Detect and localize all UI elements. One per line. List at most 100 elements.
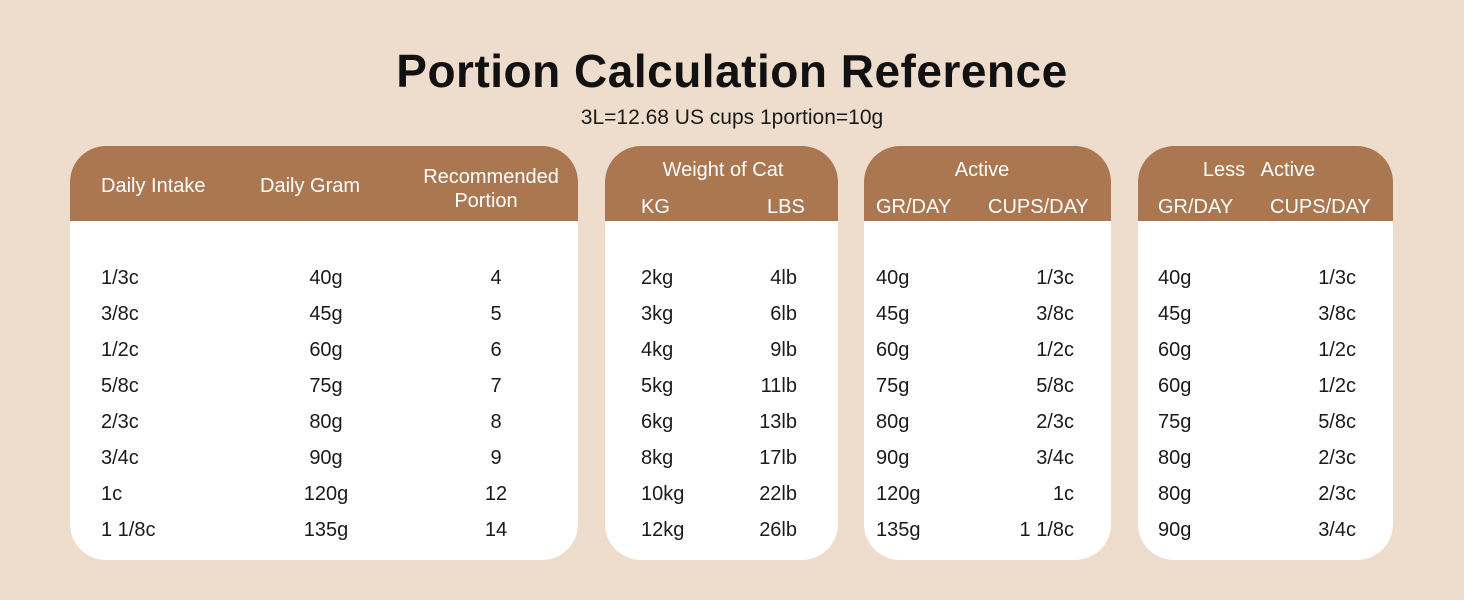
table-row: 1/2c 60g 6 xyxy=(70,332,578,368)
table-cell: 8kg xyxy=(641,447,674,469)
table-cell: 75g xyxy=(876,375,910,397)
table-cell: 5/8c xyxy=(101,375,139,397)
table-row: 135g 1 1/8c xyxy=(864,512,1111,548)
col-header-gr-day: GR/DAY xyxy=(1158,196,1234,218)
table-cell: 60g xyxy=(309,339,343,361)
table-cell: 26lb xyxy=(759,519,797,541)
table-cell: 3kg xyxy=(641,303,674,325)
table-row: 4kg 9lb xyxy=(605,332,838,368)
table-cell: 90g xyxy=(309,447,343,469)
daily-intake-table-header: Daily Intake Daily Gram Recommended Port… xyxy=(70,146,578,221)
col-header-lbs: LBS xyxy=(767,196,805,218)
table-row: 45g 3/8c xyxy=(1138,296,1393,332)
table-cell: 5/8c xyxy=(1036,375,1074,397)
table-cell: 1c xyxy=(101,483,123,505)
table-row: 75g 5/8c xyxy=(1138,404,1393,440)
table-cell: 10kg xyxy=(641,483,685,505)
table-cell: 1/2c xyxy=(1036,339,1074,361)
table-cell: 90g xyxy=(1158,519,1192,541)
col-header-portion: Portion xyxy=(454,190,518,212)
col-header-recommended: Recommended xyxy=(423,166,559,188)
table-cell: 1 1/8c xyxy=(1019,519,1074,541)
table-row: 90g 3/4c xyxy=(1138,512,1393,548)
table-row: 3kg 6lb xyxy=(605,296,838,332)
table-row: 5kg 11lb xyxy=(605,368,838,404)
table-cell: 12kg xyxy=(641,519,685,541)
table-cell: 1/3c xyxy=(1036,267,1074,289)
table-cell: 2/3c xyxy=(1036,411,1074,433)
table-row: 12kg 26lb xyxy=(605,512,838,548)
table-cell: 12 xyxy=(484,483,508,505)
table-cell: 2/3c xyxy=(101,411,139,433)
table-cell: 17lb xyxy=(759,447,797,469)
table-row: 1 1/8c 135g 14 xyxy=(70,512,578,548)
col-header-daily-intake: Daily Intake xyxy=(101,175,206,197)
table-cell: 1/2c xyxy=(1318,375,1356,397)
daily-intake-table: Daily Intake Daily Gram Recommended Port… xyxy=(70,146,578,560)
table-cell: 6 xyxy=(490,339,502,361)
table-row: 8kg 17lb xyxy=(605,440,838,476)
table-row: 1/3c 40g 4 xyxy=(70,260,578,296)
table-cell: 6kg xyxy=(641,411,674,433)
table-cell: 1 1/8c xyxy=(101,519,156,541)
cat-weight-table: Weight of Cat KG LBS 2kg 4lb 3kg 6lb 4kg 9lb 5… xyxy=(605,146,838,560)
table-row: 40g 1/3c xyxy=(864,260,1111,296)
table-row: 3/4c 90g 9 xyxy=(70,440,578,476)
col-header-gr-day: GR/DAY xyxy=(876,196,952,218)
table-row: 3/8c 45g 5 xyxy=(70,296,578,332)
page-subtitle: 3L=12.68 US cups 1portion=10g xyxy=(580,106,884,129)
table-cell: 80g xyxy=(1158,447,1192,469)
table-row: 2/3c 80g 8 xyxy=(70,404,578,440)
active-table: Active GR/DAY CUPS/DAY 40g 1/3c 45g 3/8c 60g… xyxy=(864,146,1111,560)
table-cell: 1/3c xyxy=(1318,267,1356,289)
table-cell: 40g xyxy=(309,267,343,289)
table-cell: 80g xyxy=(876,411,910,433)
table-row: 80g 2/3c xyxy=(1138,476,1393,512)
table-row: 120g 1c xyxy=(864,476,1111,512)
table-cell: 75g xyxy=(1158,411,1192,433)
table-cell: 5kg xyxy=(641,375,674,397)
table-cell: 1/2c xyxy=(101,339,139,361)
table-cell: 7 xyxy=(490,375,502,397)
table-cell: 14 xyxy=(484,519,508,541)
table-row: 5/8c 75g 7 xyxy=(70,368,578,404)
table-cell: 2/3c xyxy=(1318,483,1356,505)
col-header-daily-gram: Daily Gram xyxy=(260,175,361,197)
table-cell: 9lb xyxy=(770,339,797,361)
table-cell: 45g xyxy=(309,303,343,325)
table-cell: 8 xyxy=(490,411,502,433)
table-row: 40g 1/3c xyxy=(1138,260,1393,296)
table-cell: 40g xyxy=(876,267,910,289)
page-title: Portion Calculation Reference xyxy=(396,45,1068,97)
table-cell: 13lb xyxy=(759,411,797,433)
table-cell: 45g xyxy=(1158,303,1192,325)
table-cell: 6lb xyxy=(770,303,797,325)
table-cell: 3/8c xyxy=(1318,303,1356,325)
table-cell: 75g xyxy=(309,375,343,397)
table-cell: 5 xyxy=(490,303,502,325)
table-cell: 80g xyxy=(1158,483,1192,505)
table-cell: 1/3c xyxy=(101,267,139,289)
table-cell: 90g xyxy=(876,447,910,469)
table-cell: 60g xyxy=(876,339,910,361)
table-cell: 120g xyxy=(876,483,921,505)
group-header-less-active: Less Active xyxy=(1202,159,1316,181)
col-header-cups-day: CUPS/DAY xyxy=(988,196,1089,218)
table-cell: 9 xyxy=(490,447,502,469)
table-row: 60g 1/2c xyxy=(1138,368,1393,404)
table-cell: 22lb xyxy=(759,483,797,505)
table-cell: 11lb xyxy=(760,375,797,397)
less-active-table-header: Less Active GR/DAY CUPS/DAY xyxy=(1138,146,1393,221)
table-cell: 120g xyxy=(303,483,349,505)
active-table-header: Active GR/DAY CUPS/DAY xyxy=(864,146,1111,221)
table-cell: 3/8c xyxy=(1036,303,1074,325)
table-cell: 1c xyxy=(1052,483,1074,505)
table-cell: 60g xyxy=(1158,375,1192,397)
table-cell: 3/4c xyxy=(101,447,139,469)
table-cell: 4 xyxy=(490,267,502,289)
table-row: 80g 2/3c xyxy=(1138,440,1393,476)
table-cell: 2/3c xyxy=(1318,447,1356,469)
col-header-kg: KG xyxy=(641,196,670,218)
table-cell: 3/8c xyxy=(101,303,139,325)
table-row: 80g 2/3c xyxy=(864,404,1111,440)
